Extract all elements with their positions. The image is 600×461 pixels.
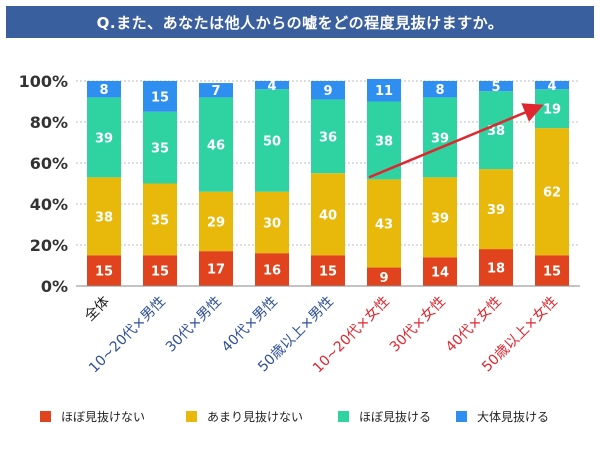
legend-swatch — [456, 411, 467, 422]
trend-arrow — [368, 103, 544, 179]
data-label: 46 — [207, 139, 225, 154]
data-label: 9 — [323, 84, 332, 99]
data-label: 35 — [151, 213, 169, 228]
data-label: 39 — [95, 131, 113, 146]
legend: ほぼ見抜けない あまり見抜けない ほぼ見抜ける 大体見抜ける — [40, 408, 580, 428]
x-tick-label: 30代×女性 — [386, 293, 449, 356]
data-label: 29 — [207, 215, 225, 230]
legend-label: ほぼ見抜けない — [61, 410, 146, 424]
legend-label: ほぼ見抜ける — [359, 410, 432, 424]
bar-segment — [255, 253, 289, 286]
legend-swatch — [40, 411, 51, 422]
bar-segment — [423, 97, 457, 178]
bar-segment — [199, 83, 233, 98]
bar-segment — [143, 81, 177, 112]
x-tick-label: 全体 — [81, 293, 113, 325]
data-label: 43 — [375, 217, 393, 232]
bar-segment — [143, 255, 177, 286]
bar-segment — [87, 97, 121, 178]
x-tick-label: 30代×男性 — [163, 294, 225, 356]
bar-segment — [367, 78, 401, 102]
bar-segment — [255, 81, 289, 90]
data-label: 5 — [491, 80, 500, 95]
data-label: 17 — [207, 263, 225, 278]
data-label: 38 — [487, 124, 505, 139]
data-label: 8 — [99, 83, 108, 98]
data-label: 62 — [543, 186, 561, 201]
data-label: 38 — [375, 134, 393, 149]
data-label: 4 — [547, 79, 556, 94]
data-label: 39 — [431, 211, 449, 226]
data-label: 11 — [375, 84, 393, 99]
bar-segment — [367, 179, 401, 268]
data-label: 4 — [267, 79, 276, 94]
bar-segment — [479, 169, 513, 250]
bar-segment — [535, 128, 569, 256]
bar-segment — [423, 81, 457, 98]
legend-item: あまり見抜けない — [186, 408, 303, 425]
bar-segment — [311, 173, 345, 256]
legend-label: あまり見抜けない — [207, 410, 304, 424]
data-label: 19 — [543, 103, 561, 118]
y-tick-label: 20% — [30, 236, 68, 255]
data-label: 15 — [151, 265, 169, 280]
bar-segment — [255, 89, 289, 192]
data-label: 7 — [211, 84, 220, 99]
legend-swatch — [338, 411, 349, 422]
bar-segment — [423, 257, 457, 286]
bar-segment — [143, 111, 177, 184]
data-label: 18 — [487, 262, 505, 277]
data-label: 30 — [263, 216, 281, 231]
y-tick-label: 80% — [30, 113, 68, 132]
legend-item: ほぼ見抜ける — [338, 408, 431, 425]
y-tick-label: 100% — [19, 72, 68, 91]
bar-segment — [311, 99, 345, 174]
bar-segment — [143, 183, 177, 256]
data-label: 15 — [319, 265, 337, 280]
bar-segment — [199, 191, 233, 252]
data-label: 15 — [151, 90, 169, 105]
x-tick-label: 40代×女性 — [442, 293, 505, 356]
bar-segment — [423, 177, 457, 258]
data-label: 15 — [95, 265, 113, 280]
data-label: 8 — [435, 83, 444, 98]
bar-segment — [479, 249, 513, 286]
chart-title: Q.また、あなたは他人からの嘘をどの程度見抜けますか。 — [6, 6, 594, 38]
data-label: 16 — [263, 264, 281, 279]
y-tick-label: 0% — [41, 277, 68, 296]
legend-item: ほぼ見抜けない — [40, 408, 145, 425]
legend-item: 大体見抜ける — [456, 408, 549, 425]
bar-segment — [367, 267, 401, 286]
bar-segment — [535, 81, 569, 90]
data-label: 35 — [151, 142, 169, 157]
data-label: 50 — [263, 134, 281, 149]
y-tick-label: 40% — [30, 195, 68, 214]
bar-segment — [87, 177, 121, 256]
data-label: 15 — [543, 265, 561, 280]
bar-segment — [199, 251, 233, 286]
bar-segment — [311, 81, 345, 100]
legend-swatch — [186, 411, 197, 422]
data-label: 36 — [319, 130, 337, 145]
bar-segment — [255, 191, 289, 254]
bar-segment — [87, 81, 121, 98]
bar-segment — [311, 255, 345, 286]
data-label: 39 — [487, 203, 505, 218]
bar-segment — [479, 81, 513, 92]
data-label: 38 — [95, 210, 113, 225]
data-label: 39 — [431, 131, 449, 146]
bar-segment — [87, 255, 121, 286]
bar-segment — [535, 255, 569, 286]
legend-label: 大体見抜ける — [477, 410, 550, 424]
data-label: 9 — [379, 271, 388, 286]
y-tick-label: 60% — [30, 154, 68, 173]
data-label: 14 — [431, 266, 449, 281]
bar-segment — [199, 97, 233, 192]
data-label: 40 — [319, 208, 337, 223]
